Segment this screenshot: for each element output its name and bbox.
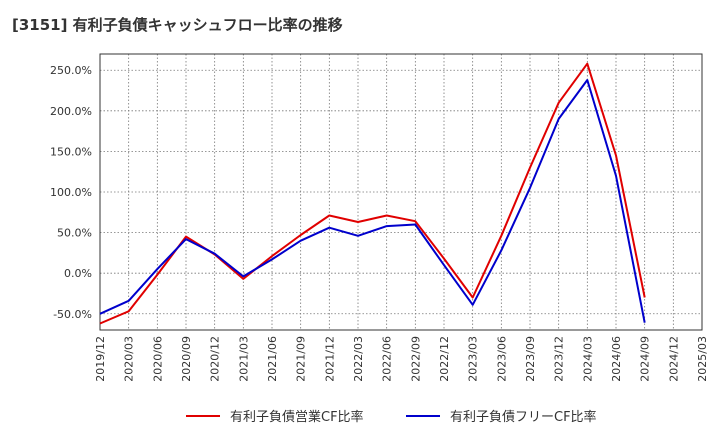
y-tick-label: 0.0% (64, 267, 92, 280)
x-tick-label: 2021/06 (266, 336, 279, 382)
y-tick-label: 50.0% (57, 227, 92, 240)
x-tick-label: 2019/12 (94, 336, 107, 382)
plot-frame (99, 53, 703, 331)
x-tick-label: 2020/12 (209, 336, 222, 382)
y-tick-label: 100.0% (50, 186, 92, 199)
x-tick-label: 2020/03 (123, 336, 136, 382)
legend-label-2: 有利子負債フリーCF比率 (450, 409, 597, 425)
x-tick-label: 2021/12 (323, 336, 336, 382)
legend: 有利子負債営業CF比率 有利子負債フリーCF比率 (186, 409, 597, 425)
y-tick-label: 250.0% (50, 64, 92, 77)
chart-title: [3151] 有利子負債キャッシュフロー比率の推移 (12, 16, 343, 34)
series-line-2 (99, 79, 646, 323)
x-tick-label: 2024/09 (639, 336, 652, 382)
series-line-1 (99, 62, 646, 325)
x-tick-label: 2022/09 (409, 336, 422, 382)
y-tick-labels: -50.0% 0.0% 50.0% 100.0% 150.0% 200.0% 250.0% (50, 64, 92, 321)
y-tick-label: -50.0% (53, 308, 92, 321)
x-tick-label: 2022/06 (381, 336, 394, 382)
x-tick-label: 2023/12 (553, 336, 566, 382)
grid-layer (100, 54, 702, 330)
series-layer (99, 62, 646, 325)
x-tick-label: 2023/09 (524, 336, 537, 382)
x-tick-label: 2025/03 (696, 336, 709, 382)
x-tick-label: 2021/09 (295, 336, 308, 382)
x-tick-label: 2023/06 (495, 336, 508, 382)
x-tick-label: 2024/03 (581, 336, 594, 382)
x-tick-label: 2024/06 (610, 336, 623, 382)
y-tick-label: 200.0% (50, 105, 92, 118)
x-tick-label: 2020/09 (180, 336, 193, 382)
x-tick-label: 2022/03 (352, 336, 365, 382)
x-tick-label: 2020/06 (151, 336, 164, 382)
x-tick-labels: 2019/12 2020/03 2020/06 2020/09 2020/12 2021/… (94, 336, 709, 382)
x-tick-label: 2022/12 (438, 336, 451, 382)
x-tick-label: 2024/12 (667, 336, 680, 382)
x-tick-label: 2021/03 (237, 336, 250, 382)
x-tick-label: 2023/03 (467, 336, 480, 382)
y-tick-label: 150.0% (50, 145, 92, 158)
legend-label-1: 有利子負債営業CF比率 (230, 409, 364, 425)
